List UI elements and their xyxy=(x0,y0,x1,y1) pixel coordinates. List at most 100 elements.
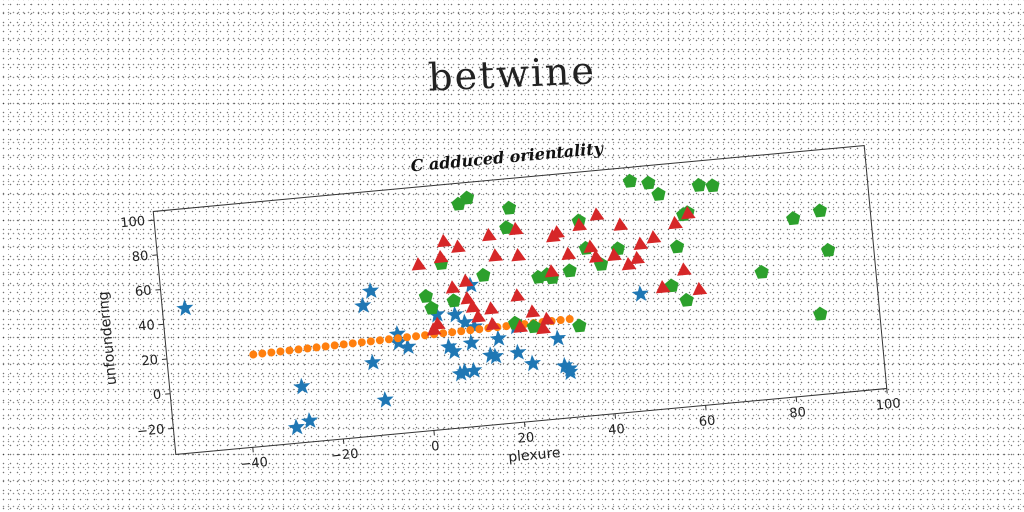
star-point xyxy=(489,329,507,347)
pentagon-point xyxy=(820,242,836,257)
y-tick-label: −20 xyxy=(136,422,165,439)
star-point xyxy=(300,412,318,429)
triangle-point xyxy=(680,205,696,220)
triangle-point xyxy=(621,256,637,271)
star-point xyxy=(364,353,382,371)
triangle-point xyxy=(488,248,504,262)
circle-point xyxy=(366,337,375,346)
pentagon-point xyxy=(705,178,720,193)
x-tick-label: 0 xyxy=(431,439,441,455)
triangle-point xyxy=(544,264,560,278)
circle-point xyxy=(402,333,411,342)
circle-point xyxy=(348,339,357,348)
y-tick-label: 80 xyxy=(131,249,149,265)
circle-point xyxy=(303,344,312,353)
pentagon-point xyxy=(418,288,433,303)
plot-frame xyxy=(152,145,888,455)
triangle-point xyxy=(451,239,466,253)
circle-point xyxy=(312,343,321,352)
y-tick-label: 60 xyxy=(134,283,152,299)
triangle-point xyxy=(510,288,526,302)
pentagon-point xyxy=(526,319,541,334)
star-point xyxy=(509,343,527,361)
circle-point xyxy=(466,326,475,335)
star-point xyxy=(399,338,417,355)
triangle-point xyxy=(540,311,555,326)
triangle-point xyxy=(607,247,622,262)
triangle-point xyxy=(484,301,499,315)
circle-point xyxy=(448,328,457,337)
pentagon-point xyxy=(812,203,827,218)
data-points xyxy=(176,173,836,436)
x-axis-label: plexure xyxy=(508,445,562,466)
triangle-point xyxy=(572,217,588,232)
pentagon-point xyxy=(754,264,769,279)
x-tick-label: 80 xyxy=(789,405,807,421)
star-point xyxy=(549,329,567,347)
pentagon-point xyxy=(669,239,685,254)
star-point xyxy=(523,354,542,372)
triangle-point xyxy=(633,236,649,250)
triangle-point xyxy=(692,281,708,296)
circle-point xyxy=(330,341,339,350)
circle-point xyxy=(321,342,330,351)
pentagon-point xyxy=(446,293,461,308)
star-point xyxy=(486,347,504,365)
pentagon-point xyxy=(501,200,517,215)
pentagon-point xyxy=(813,306,828,321)
circle-point xyxy=(249,350,258,359)
x-tick-label: 40 xyxy=(608,422,626,438)
triangle-point xyxy=(445,280,461,294)
triangle-point xyxy=(482,227,497,242)
pentagon-point xyxy=(424,300,439,315)
triangle-point xyxy=(630,250,645,265)
triangle-point xyxy=(589,207,605,221)
y-axis: −20 0 20 40 60 80 100 xyxy=(120,214,174,440)
star-point xyxy=(631,285,649,302)
triangle-point xyxy=(536,320,552,335)
y-tick-label: 100 xyxy=(120,214,146,231)
circle-point xyxy=(421,331,430,340)
x-axis: −40 −20 0 20 40 60 80 100 xyxy=(240,388,901,472)
circle-point xyxy=(457,327,466,336)
y-tick-label: 40 xyxy=(138,318,156,334)
circle-point xyxy=(439,329,448,338)
circle-point xyxy=(258,349,267,358)
y-tick-label: 20 xyxy=(141,353,159,369)
pentagon-point xyxy=(679,292,694,307)
pentagon-point xyxy=(786,211,801,226)
pentagon-point xyxy=(459,190,475,205)
triangle-point xyxy=(646,230,662,244)
pentagon-point xyxy=(499,220,514,235)
triangle-point xyxy=(465,299,481,313)
chart-title: C adduced orientality xyxy=(410,139,606,176)
star-point xyxy=(465,361,483,379)
triangle-point xyxy=(677,262,692,276)
y-axis-label: unfoundering xyxy=(95,291,120,386)
pentagon-point xyxy=(476,267,491,282)
y-tick-label: 0 xyxy=(152,388,162,404)
circle-point xyxy=(502,322,511,331)
triangle-point xyxy=(589,249,604,263)
triangle-point xyxy=(668,215,683,230)
star-point xyxy=(456,362,474,380)
star-point xyxy=(293,377,311,395)
triangle-point xyxy=(436,233,452,248)
x-tick-label: 100 xyxy=(875,396,901,413)
star-point xyxy=(561,363,579,381)
pentagon-point xyxy=(562,263,577,278)
star-point xyxy=(428,305,446,323)
star-point xyxy=(462,334,480,351)
pentagon-point xyxy=(622,173,637,188)
star-point xyxy=(287,418,305,436)
chart-area: C adduced orientality −40 −20 0 20 40 60 80 100… xyxy=(95,139,901,473)
triangle-point xyxy=(513,319,529,333)
pentagon-point xyxy=(641,175,656,190)
x-tick-label: −40 xyxy=(240,455,269,472)
circle-point xyxy=(294,345,303,354)
circle-point xyxy=(285,346,294,355)
triangle-point xyxy=(433,249,449,264)
triangle-point xyxy=(458,273,474,288)
triangle-point xyxy=(583,239,599,253)
circle-point xyxy=(565,315,574,324)
